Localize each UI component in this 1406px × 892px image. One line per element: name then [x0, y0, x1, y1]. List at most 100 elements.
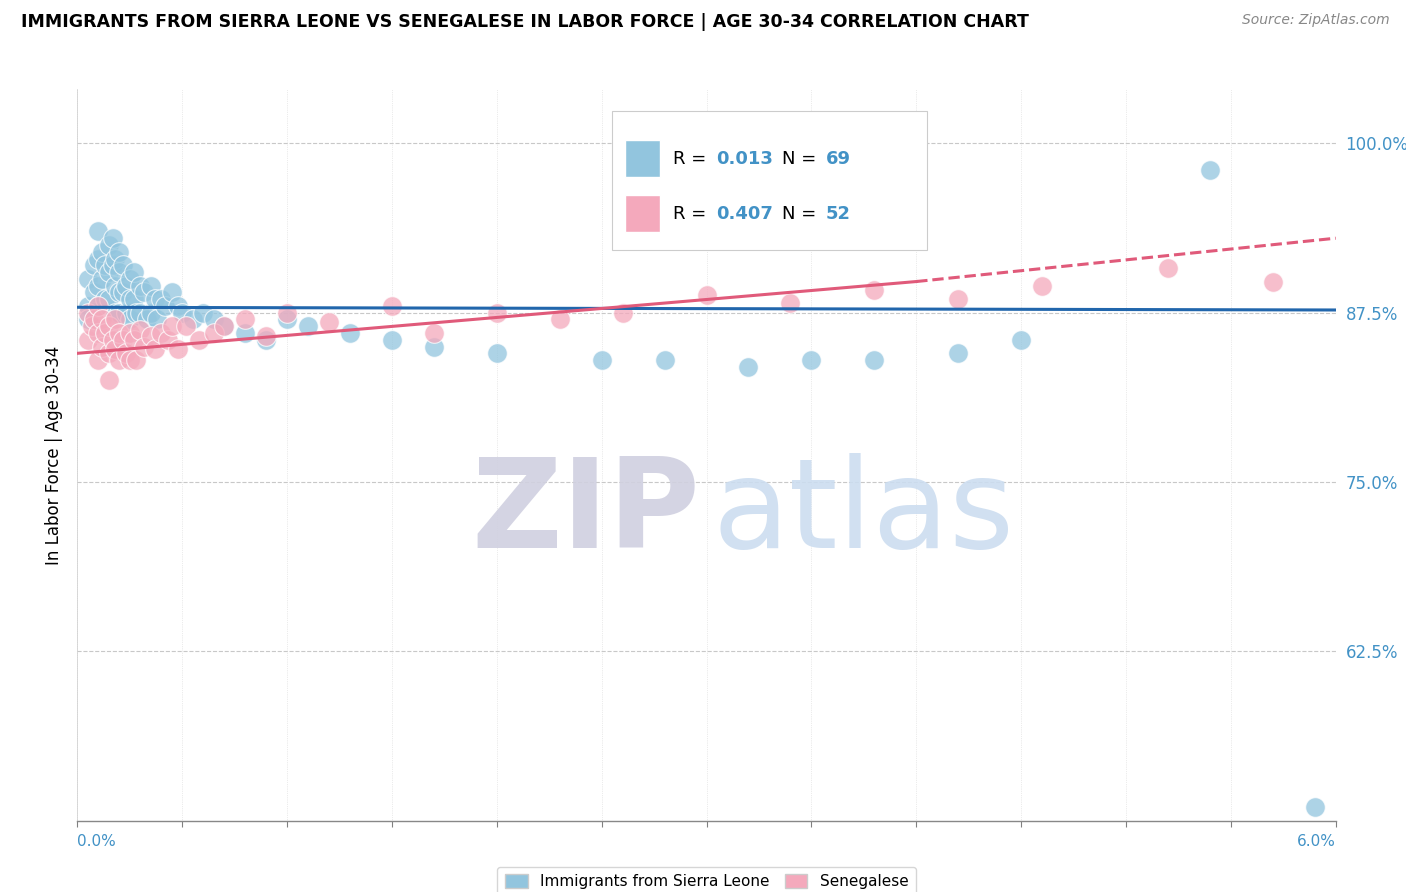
- Point: [276, 306, 298, 320]
- Point: [202, 312, 225, 326]
- Point: [863, 283, 886, 297]
- Point: [97, 346, 120, 360]
- Point: [101, 231, 124, 245]
- Point: [276, 312, 298, 326]
- Point: [76, 333, 98, 347]
- Point: [143, 292, 166, 306]
- Point: [172, 306, 194, 320]
- Text: 0.407: 0.407: [717, 204, 773, 222]
- Point: [1261, 275, 1284, 289]
- Point: [104, 312, 127, 326]
- Point: [97, 292, 120, 306]
- Point: [146, 312, 169, 326]
- Point: [93, 326, 115, 340]
- Point: [160, 319, 183, 334]
- Point: [129, 278, 152, 293]
- Point: [118, 353, 141, 368]
- Point: [83, 258, 105, 272]
- Legend: Immigrants from Sierra Leone, Senegalese: Immigrants from Sierra Leone, Senegalese: [496, 867, 917, 892]
- Point: [129, 306, 152, 320]
- Point: [948, 346, 970, 360]
- Point: [160, 285, 183, 300]
- Point: [122, 292, 145, 306]
- Point: [135, 312, 157, 326]
- Point: [381, 333, 404, 347]
- Point: [156, 333, 179, 347]
- FancyBboxPatch shape: [612, 112, 927, 250]
- Text: Source: ZipAtlas.com: Source: ZipAtlas.com: [1241, 13, 1389, 28]
- Point: [339, 326, 361, 340]
- Point: [118, 326, 141, 340]
- Point: [112, 258, 135, 272]
- Point: [104, 278, 127, 293]
- Point: [80, 319, 103, 334]
- Point: [654, 353, 676, 368]
- Point: [93, 258, 115, 272]
- Point: [93, 292, 115, 306]
- Text: R =: R =: [672, 150, 711, 168]
- Point: [591, 353, 613, 368]
- Point: [87, 353, 110, 368]
- Text: N =: N =: [782, 204, 823, 222]
- Point: [129, 323, 152, 337]
- Point: [125, 353, 148, 368]
- Point: [108, 285, 131, 300]
- Point: [76, 306, 98, 320]
- Point: [87, 326, 110, 340]
- Point: [485, 346, 508, 360]
- Point: [104, 306, 127, 320]
- Point: [212, 319, 235, 334]
- Point: [143, 343, 166, 357]
- Point: [423, 326, 446, 340]
- Point: [134, 285, 156, 300]
- Point: [87, 299, 110, 313]
- Point: [191, 306, 215, 320]
- Point: [1031, 278, 1053, 293]
- Point: [139, 306, 162, 320]
- Text: N =: N =: [782, 150, 823, 168]
- Y-axis label: In Labor Force | Age 30-34: In Labor Force | Age 30-34: [45, 345, 63, 565]
- Text: 0.0%: 0.0%: [77, 834, 117, 849]
- Point: [779, 296, 801, 310]
- Point: [139, 278, 162, 293]
- Point: [91, 244, 114, 259]
- Point: [297, 319, 319, 334]
- Point: [233, 326, 256, 340]
- Point: [1198, 163, 1220, 178]
- Point: [97, 238, 120, 252]
- Point: [122, 333, 145, 347]
- Point: [112, 285, 135, 300]
- Text: R =: R =: [672, 204, 711, 222]
- Text: ZIP: ZIP: [471, 453, 700, 574]
- Point: [1303, 800, 1326, 814]
- Point: [76, 272, 98, 286]
- Point: [800, 353, 823, 368]
- Point: [612, 306, 634, 320]
- FancyBboxPatch shape: [624, 195, 659, 232]
- Point: [176, 319, 198, 334]
- Point: [202, 326, 225, 340]
- Point: [254, 333, 277, 347]
- Text: 69: 69: [827, 150, 851, 168]
- Point: [150, 292, 173, 306]
- Point: [212, 319, 235, 334]
- Text: 0.013: 0.013: [717, 150, 773, 168]
- Point: [114, 346, 136, 360]
- Point: [125, 306, 148, 320]
- FancyBboxPatch shape: [624, 140, 659, 177]
- Point: [1157, 260, 1180, 275]
- Point: [254, 328, 277, 343]
- Point: [139, 328, 162, 343]
- Point: [948, 292, 970, 306]
- Point: [233, 312, 256, 326]
- Point: [104, 252, 127, 266]
- Point: [114, 278, 136, 293]
- Point: [97, 265, 120, 279]
- Point: [112, 333, 135, 347]
- Point: [318, 315, 340, 329]
- Text: 6.0%: 6.0%: [1296, 834, 1336, 849]
- Point: [101, 258, 124, 272]
- Point: [696, 288, 718, 302]
- Text: atlas: atlas: [713, 453, 1015, 574]
- Point: [91, 272, 114, 286]
